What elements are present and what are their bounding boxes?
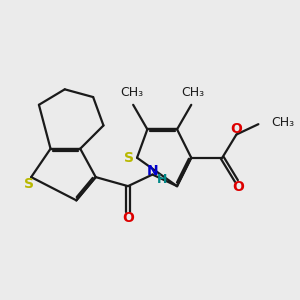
Text: O: O xyxy=(232,180,244,194)
Text: CH₃: CH₃ xyxy=(181,86,204,99)
Text: N: N xyxy=(147,164,158,178)
Text: CH₃: CH₃ xyxy=(120,86,143,99)
Text: CH₃: CH₃ xyxy=(271,116,294,129)
Text: H: H xyxy=(157,173,167,186)
Text: S: S xyxy=(24,177,34,191)
Text: S: S xyxy=(124,151,134,165)
Text: O: O xyxy=(230,122,242,136)
Text: O: O xyxy=(122,211,134,225)
